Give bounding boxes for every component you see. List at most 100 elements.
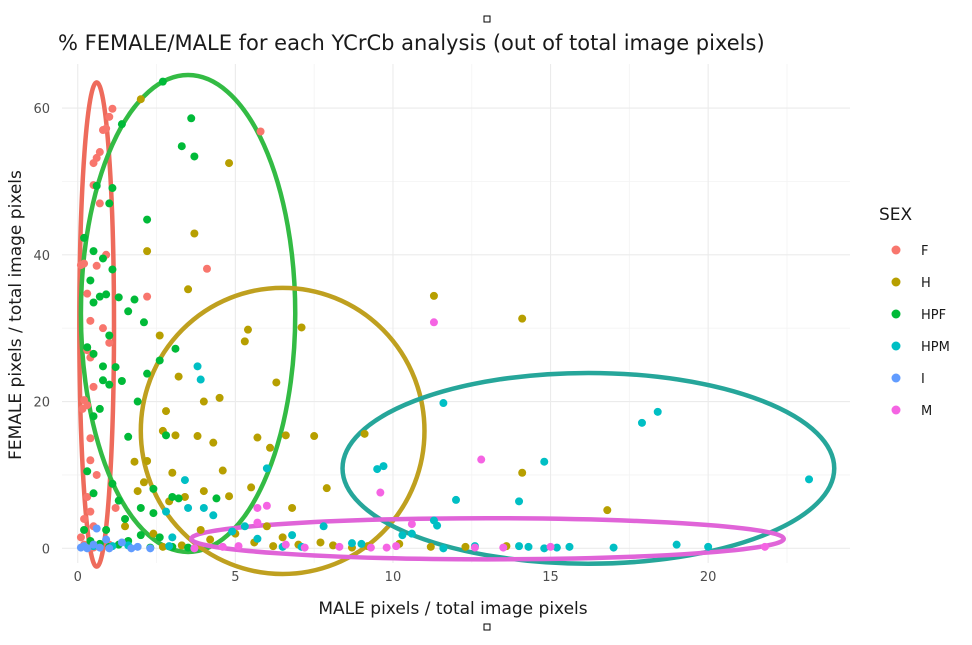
data-point-hpf bbox=[83, 467, 92, 476]
data-point-f bbox=[86, 434, 95, 443]
legend-label-i: I bbox=[921, 372, 925, 387]
data-point-m bbox=[470, 543, 479, 552]
data-point-m bbox=[335, 542, 344, 551]
data-point-hpf bbox=[136, 531, 145, 540]
data-point-h bbox=[278, 533, 287, 542]
data-point-hpm bbox=[637, 418, 646, 427]
data-point-hpm bbox=[515, 542, 524, 551]
y-tick-label: 40 bbox=[33, 249, 50, 264]
data-point-f bbox=[202, 264, 211, 273]
data-point-hpm bbox=[540, 544, 549, 553]
data-point-f bbox=[76, 533, 85, 542]
data-point-hpm bbox=[439, 544, 448, 553]
x-axis-ticks: 0 5 10 15 20 bbox=[74, 570, 717, 585]
data-point-h bbox=[193, 432, 202, 441]
data-point-h bbox=[136, 95, 145, 104]
data-point-hpm bbox=[184, 503, 193, 512]
data-point-hpm bbox=[653, 407, 662, 416]
data-point-hpf bbox=[89, 247, 98, 256]
legend-label-m: M bbox=[921, 404, 932, 419]
data-point-hpm bbox=[373, 465, 382, 474]
data-point-h bbox=[149, 529, 158, 538]
data-point-hpm bbox=[609, 543, 618, 552]
data-point-m bbox=[376, 488, 385, 497]
y-axis-ticks: 0 20 40 60 bbox=[33, 102, 50, 557]
data-point-hpf bbox=[86, 276, 95, 285]
data-point-h bbox=[297, 323, 306, 332]
data-point-h bbox=[247, 483, 256, 492]
data-point-h bbox=[177, 541, 186, 550]
data-point-hpm bbox=[165, 542, 174, 551]
data-point-f bbox=[86, 316, 95, 325]
data-point-h bbox=[162, 407, 171, 416]
data-point-f bbox=[108, 104, 117, 113]
data-point-h bbox=[143, 456, 152, 465]
data-point-hpf bbox=[133, 397, 142, 406]
legend-key-h bbox=[891, 277, 901, 287]
x-axis-title: MALE pixels / total image pixels bbox=[318, 599, 587, 619]
data-point-f bbox=[92, 470, 101, 479]
data-point-i bbox=[146, 544, 155, 553]
data-point-h bbox=[518, 314, 527, 323]
data-point-hpm bbox=[407, 529, 416, 538]
data-point-hpm bbox=[193, 362, 202, 371]
data-point-i bbox=[95, 543, 104, 552]
data-point-h bbox=[209, 438, 218, 447]
data-point-hpm bbox=[805, 475, 814, 484]
data-point-hpm bbox=[347, 539, 356, 548]
data-point-f bbox=[95, 199, 104, 208]
data-point-f bbox=[105, 338, 114, 347]
data-point-hpf bbox=[114, 496, 123, 505]
legend-key-m bbox=[891, 405, 901, 415]
data-point-f bbox=[256, 127, 265, 136]
y-tick-label: 0 bbox=[42, 542, 50, 557]
data-point-m bbox=[366, 543, 375, 552]
data-point-h bbox=[262, 522, 271, 531]
data-point-hpf bbox=[149, 509, 158, 518]
data-point-h bbox=[133, 487, 142, 496]
data-point-h bbox=[168, 468, 177, 477]
data-point-hpm bbox=[552, 543, 561, 552]
data-point-m bbox=[546, 542, 555, 551]
legend-items: F H HPF HPM I M bbox=[891, 244, 950, 419]
data-point-hpm bbox=[240, 522, 249, 531]
data-point-f bbox=[86, 456, 95, 465]
legend-key-f bbox=[891, 245, 901, 255]
data-point-hpf bbox=[102, 525, 111, 534]
data-point-i bbox=[102, 535, 111, 544]
data-point-hpm bbox=[704, 542, 713, 551]
data-point-m bbox=[477, 455, 486, 464]
data-point-hpf bbox=[95, 404, 104, 413]
data-point-hpm bbox=[515, 497, 524, 506]
data-point-h bbox=[158, 542, 167, 551]
data-point-f bbox=[92, 153, 101, 162]
data-point-f bbox=[105, 112, 114, 121]
data-point-m bbox=[253, 503, 262, 512]
data-point-h bbox=[461, 542, 470, 551]
data-point-hpm bbox=[452, 495, 460, 504]
data-point-hpf bbox=[155, 533, 164, 542]
resize-handle-bottom[interactable] bbox=[483, 623, 491, 631]
data-point-h bbox=[218, 466, 227, 475]
data-point-m bbox=[218, 542, 227, 551]
data-point-hpm bbox=[540, 457, 549, 466]
data-point-hpm bbox=[319, 522, 328, 531]
data-point-h bbox=[266, 443, 275, 452]
legend-title: SEX bbox=[879, 205, 913, 225]
data-point-h bbox=[199, 397, 208, 406]
data-point-m bbox=[382, 543, 391, 552]
data-point-i bbox=[105, 544, 114, 553]
annotation-ellipse bbox=[138, 285, 427, 577]
data-point-h bbox=[180, 492, 189, 501]
data-point-h bbox=[171, 431, 180, 440]
data-point-m bbox=[300, 543, 309, 552]
data-point-hpf bbox=[117, 377, 126, 386]
data-point-hpm bbox=[168, 533, 177, 542]
data-point-h bbox=[225, 492, 234, 501]
data-point-h bbox=[329, 541, 338, 550]
data-point-hpf bbox=[111, 363, 120, 372]
resize-handle-top[interactable] bbox=[483, 15, 491, 23]
data-point-hpf bbox=[102, 290, 111, 299]
data-point-f bbox=[80, 396, 89, 405]
